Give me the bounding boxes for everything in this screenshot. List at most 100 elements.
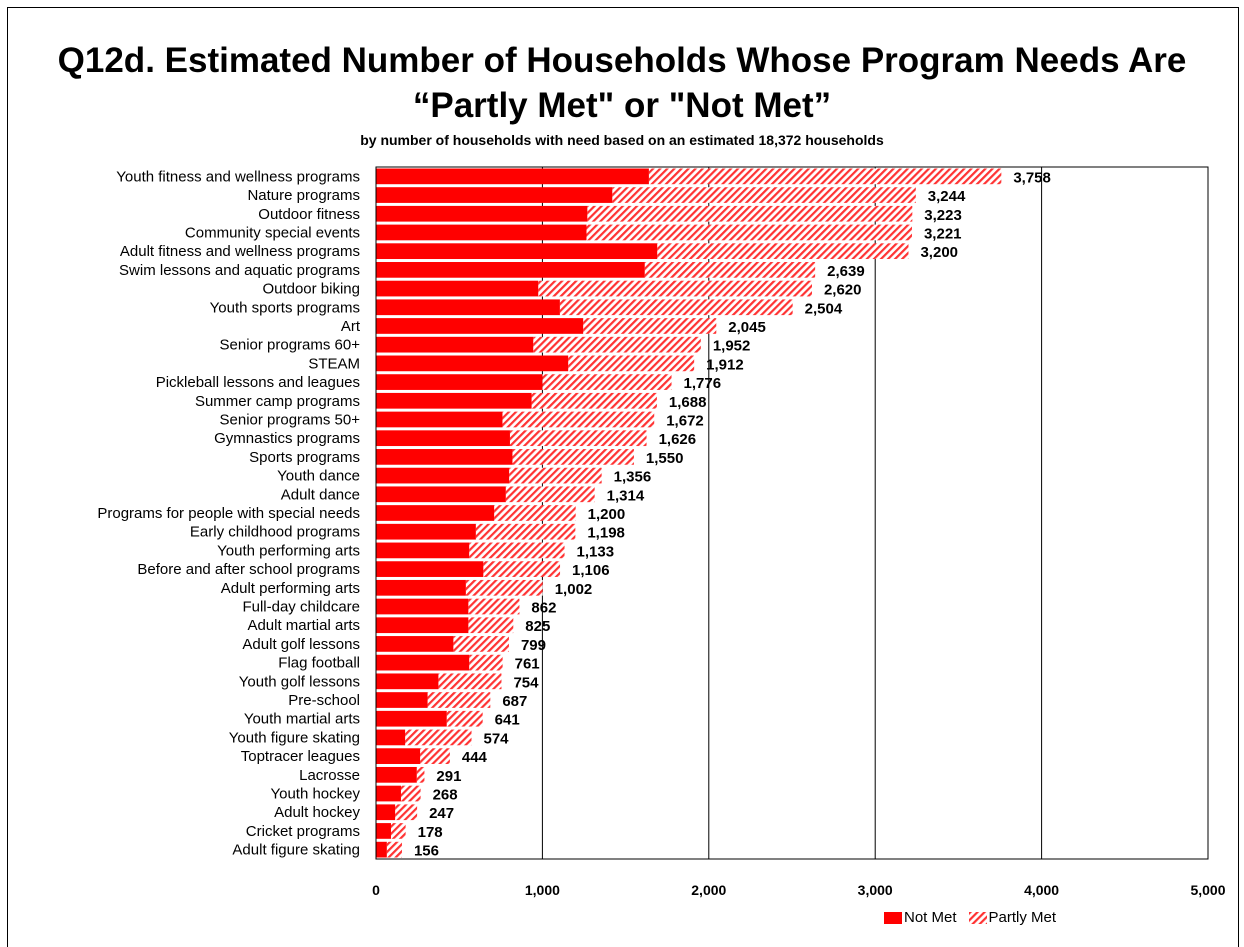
bar-not-met <box>376 579 466 596</box>
total-data-label: 574 <box>484 730 510 747</box>
bar-not-met <box>376 262 645 278</box>
x-tick-label: 0 <box>372 882 380 898</box>
total-data-label: 825 <box>525 618 550 635</box>
total-data-label: 687 <box>502 693 527 710</box>
bar-not-met <box>376 355 569 372</box>
total-data-label: 1,314 <box>607 487 645 504</box>
x-tick-label: 4,000 <box>1024 882 1059 898</box>
total-data-label: 3,758 <box>1013 169 1051 186</box>
bar-not-met <box>376 673 439 690</box>
total-data-label: 247 <box>429 805 454 822</box>
category-label: Youth dance <box>277 468 360 485</box>
category-label: Adult performing arts <box>221 580 360 597</box>
bar-partly-met <box>400 785 421 802</box>
total-data-label: 3,200 <box>920 244 958 261</box>
total-data-label: 1,200 <box>588 506 626 523</box>
bar-partly-met <box>509 430 647 447</box>
bar-partly-met <box>469 654 503 671</box>
bar-partly-met <box>531 392 657 409</box>
total-data-label: 2,620 <box>824 282 862 299</box>
bar-not-met <box>376 299 560 316</box>
legend-item-partly-met: Partly Met <box>968 909 1056 926</box>
bar-partly-met <box>416 766 425 783</box>
x-tick-label: 5,000 <box>1190 882 1225 898</box>
bar-not-met <box>376 617 469 634</box>
total-data-label: 268 <box>433 787 458 804</box>
bar-not-met <box>376 224 587 241</box>
bar-partly-met <box>494 505 576 521</box>
category-label: Toptracer leagues <box>241 748 360 765</box>
category-label: Senior programs 50+ <box>220 411 361 428</box>
category-label: Pickleball lessons and leagues <box>156 374 360 391</box>
x-tick-label: 1,000 <box>525 882 560 898</box>
category-label: Nature programs <box>247 187 360 204</box>
total-data-label: 862 <box>531 600 556 617</box>
bars <box>376 168 1002 858</box>
bar-partly-met <box>420 748 450 764</box>
total-data-label: 1,672 <box>666 412 704 429</box>
category-label: Programs for people with special needs <box>97 505 360 522</box>
bar-partly-met <box>568 355 695 372</box>
category-label: Youth fitness and wellness programs <box>116 168 360 185</box>
total-data-label: 799 <box>521 637 546 654</box>
category-label: Senior programs 60+ <box>220 337 361 354</box>
total-data-label: 1,002 <box>555 581 593 598</box>
category-label: Art <box>341 318 361 335</box>
total-data-label: 2,045 <box>728 319 766 336</box>
bar-not-met <box>376 598 469 615</box>
legend: Not Met Partly Met <box>884 909 1068 926</box>
bar-not-met <box>376 205 588 222</box>
bar-not-met <box>376 636 454 652</box>
bar-partly-met <box>468 617 514 634</box>
total-data-label: 1,106 <box>572 562 610 579</box>
category-label: Youth sports programs <box>210 299 360 316</box>
total-data-label: 3,221 <box>924 225 962 242</box>
bar-not-met <box>376 654 470 671</box>
bar-not-met <box>376 542 470 559</box>
category-label: Sports programs <box>249 449 360 466</box>
bar-partly-met <box>542 374 672 390</box>
bar-not-met <box>376 392 532 409</box>
bar-partly-met <box>657 243 909 260</box>
bar-partly-met <box>469 542 565 559</box>
bar-partly-met <box>395 804 418 821</box>
bar-partly-met <box>475 523 576 540</box>
total-data-label: 178 <box>418 824 443 841</box>
bar-partly-met <box>505 486 595 503</box>
bar-not-met <box>376 449 513 465</box>
chart-subtitle: by number of households with need based … <box>360 132 884 148</box>
total-data-label: 1,912 <box>706 356 744 373</box>
category-label: Gymnastics programs <box>214 430 360 447</box>
bar-partly-met <box>538 280 812 297</box>
bar-not-met <box>376 430 510 447</box>
category-label: Lacrosse <box>299 767 360 784</box>
bar-partly-met <box>427 692 491 708</box>
bar-not-met <box>376 486 506 503</box>
bar-partly-met <box>533 336 701 353</box>
category-label: Adult golf lessons <box>242 636 360 653</box>
bar-partly-met <box>612 187 916 203</box>
category-label: Youth hockey <box>270 786 360 803</box>
total-data-label: 3,244 <box>928 188 966 205</box>
total-data-label: 1,550 <box>646 450 684 467</box>
bar-partly-met <box>509 467 602 484</box>
chart-frame <box>7 7 1239 947</box>
bar-partly-met <box>644 262 816 278</box>
category-label: STEAM <box>308 355 360 372</box>
bar-partly-met <box>483 561 561 577</box>
bar-partly-met <box>583 318 717 334</box>
bar-not-met <box>376 692 428 708</box>
category-label: Youth golf lessons <box>239 673 360 690</box>
bar-partly-met <box>468 598 520 615</box>
bar-not-met <box>376 505 495 521</box>
bar-not-met <box>376 411 503 428</box>
total-data-label: 2,639 <box>827 263 865 280</box>
category-label: Adult figure skating <box>232 842 360 859</box>
bar-not-met <box>376 729 406 746</box>
category-label: Cricket programs <box>246 823 360 840</box>
labels: 0 1,000 2,000 3,000 4,000 5,000 Youth fitness … <box>97 168 1225 898</box>
category-label: Full-day childcare <box>242 599 360 616</box>
legend-swatch-not-met <box>884 911 902 924</box>
bar-not-met <box>376 823 391 839</box>
total-data-label: 156 <box>414 843 439 860</box>
